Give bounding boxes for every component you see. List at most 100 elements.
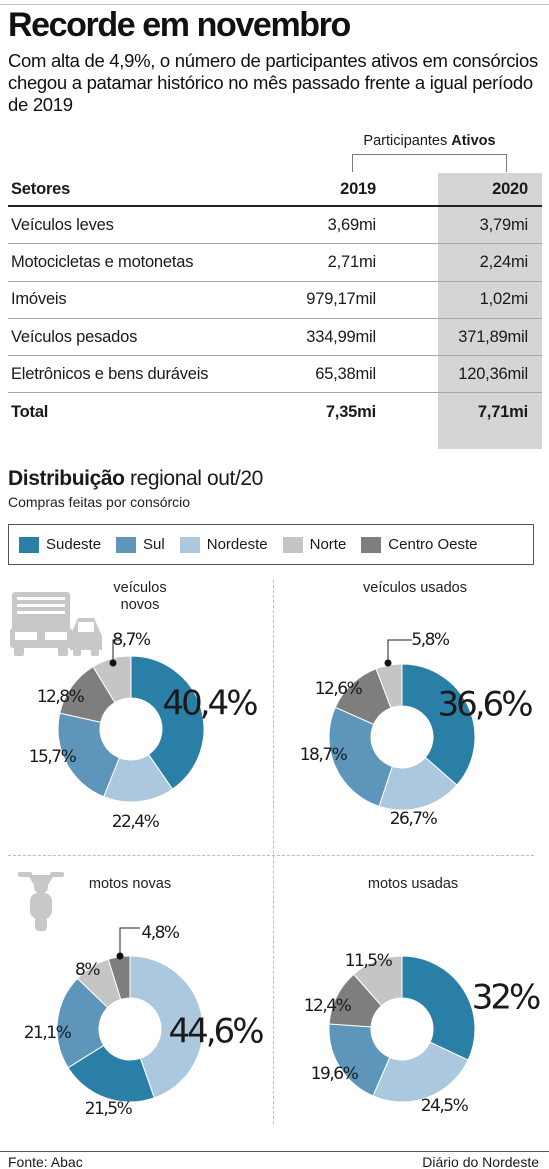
slice-label-norte: 11,5% — [345, 951, 393, 971]
slice-label-sul: 19,6% — [311, 1064, 359, 1084]
legend-item-sul: Sul — [116, 536, 165, 553]
panel-title-line: novos — [120, 597, 160, 613]
slice-label-centro-oeste: 12,6% — [315, 679, 363, 699]
cell-2019: 2,71mi — [327, 252, 377, 271]
cell-2020: 120,36mil — [458, 364, 528, 383]
panel-title-motos-usadas: motos usadas — [367, 876, 459, 892]
donut-slice-norte — [375, 663, 403, 709]
header-2019: 2019 — [340, 179, 376, 198]
legend-swatch — [179, 536, 200, 553]
leader-dot — [116, 952, 124, 960]
chart-legend: Sudeste Sul Nordeste Norte Centro Oeste — [8, 524, 534, 565]
slice-label-sudeste: 40,4% — [162, 684, 257, 724]
slice-label-sul: 21,1% — [24, 1023, 72, 1043]
legend-label: Centro Oeste — [388, 536, 478, 553]
slice-label-centro-oeste: 4,8% — [141, 923, 180, 943]
participants-table: Setores 2019 2020 Veículos leves 3,69mi … — [8, 173, 542, 431]
legend-label: Nordeste — [206, 536, 268, 553]
slice-label-sul: 15,7% — [29, 747, 77, 767]
source-note: Fonte: Abac — [8, 1154, 83, 1169]
total-2019: 7,35mi — [325, 402, 376, 421]
slice-label-nordeste: 24,5% — [421, 1096, 469, 1116]
slice-label-centro-oeste: 12,8% — [37, 687, 85, 707]
cell-2020: 2,24mi — [479, 252, 529, 271]
distribution-subtitle: Compras feitas por consórcio — [8, 494, 191, 510]
donut-slice-sudeste — [401, 663, 476, 786]
label-leader-line — [119, 927, 140, 956]
donut-slice-norte — [92, 655, 132, 704]
cell-2019: 3,69mi — [327, 215, 377, 234]
cell-2019: 65,38mil — [315, 364, 376, 383]
truck-and-car-icon — [10, 592, 102, 656]
donut-slice-nordeste — [372, 1041, 469, 1103]
legend-swatch — [116, 536, 137, 553]
donut-slice-sudeste — [401, 955, 476, 1061]
cell-sector: Eletrônicos e bens duráveis — [11, 364, 209, 383]
panel-title-veiculos-usados: veículos usados — [363, 580, 467, 596]
slice-label-centro-oeste: 12,4% — [304, 996, 352, 1016]
table-row: Veículos pesados 334,99mil 371,89mil — [8, 319, 542, 357]
cell-2020: 1,02mi — [479, 290, 529, 309]
caption-prefix: Participantes — [363, 133, 448, 149]
table-row: Eletrônicos e bens duráveis 65,38mil 120… — [8, 356, 542, 394]
donut-slice-sul — [57, 712, 121, 798]
panel-title-veiculos-novos: veículos novos — [105, 580, 175, 614]
slice-label-nordeste: 22,4% — [112, 812, 160, 832]
total-2020: 7,71mi — [477, 402, 528, 421]
leader-dot — [109, 659, 117, 667]
panel-title-line: veículos — [113, 580, 167, 596]
column-group-caption: Participantes Ativos — [352, 133, 507, 151]
slice-label-sudeste: 36,6% — [437, 685, 532, 725]
label-leader-line — [112, 639, 122, 663]
slice-label-norte: 5,8% — [411, 630, 450, 650]
slice-label-sudeste: 32% — [472, 978, 540, 1018]
caption-bold: Ativos — [451, 133, 496, 149]
cell-sector: Veículos leves — [11, 215, 114, 234]
headline: Recorde em novembro — [8, 6, 351, 44]
cell-sector: Imóveis — [11, 290, 67, 309]
donut-slice-centro-oeste — [107, 955, 131, 1001]
distribution-title: Distribuição regional out/20 — [8, 467, 263, 491]
table-total-row: Total 7,35mi 7,71mi — [8, 393, 542, 431]
cell-2019: 334,99mil — [306, 327, 376, 346]
table-header-row: Setores 2019 2020 — [8, 173, 542, 207]
donut-slice-sul — [56, 977, 109, 1069]
distribution-title-bold: Distribuição — [8, 467, 125, 490]
slice-label-norte: 8,7% — [112, 630, 151, 650]
legend-label: Sudeste — [46, 536, 102, 553]
table-row: Veículos leves 3,69mi 3,79mi — [8, 207, 542, 245]
cell-2019: 979,17mil — [306, 290, 376, 309]
donut-slice-nordeste — [129, 955, 204, 1099]
legend-label: Norte — [309, 536, 347, 553]
legend-item-nordeste: Nordeste — [179, 536, 268, 553]
legend-label: Sul — [143, 536, 165, 553]
motorcycle-icon — [18, 872, 64, 931]
leader-dot — [384, 659, 392, 667]
cell-sector: Veículos pesados — [11, 327, 138, 346]
publisher-credit: Diário do Nordeste — [422, 1154, 539, 1169]
legend-swatch — [361, 536, 382, 553]
header-2020: 2020 — [492, 179, 528, 198]
top-rule — [0, 4, 549, 5]
donut-slice-norte — [353, 955, 403, 1007]
footer-rule — [0, 1151, 549, 1152]
legend-swatch — [282, 536, 303, 553]
panel-divider-horizontal — [8, 855, 534, 856]
cell-2020: 371,89mil — [458, 327, 528, 346]
slice-label-sul: 18,7% — [300, 745, 348, 765]
total-label: Total — [11, 402, 49, 421]
slice-label-nordeste: 26,7% — [390, 809, 438, 829]
slice-label-sudeste: 21,5% — [85, 1099, 133, 1119]
donut-slice-sul — [328, 706, 393, 807]
panel-divider-vertical — [273, 580, 274, 1124]
legend-item-sudeste: Sudeste — [19, 536, 101, 553]
distribution-title-rest: regional out/20 — [124, 467, 263, 490]
legend-item-centro-oeste: Centro Oeste — [361, 536, 478, 553]
column-2020-highlight — [438, 173, 542, 449]
slice-label-norte: 8% — [75, 960, 100, 980]
header-sector: Setores — [11, 179, 71, 198]
slice-label-nordeste: 44,6% — [168, 1012, 263, 1052]
panel-title-motos-novas: motos novas — [88, 876, 172, 892]
legend-swatch — [19, 536, 39, 553]
